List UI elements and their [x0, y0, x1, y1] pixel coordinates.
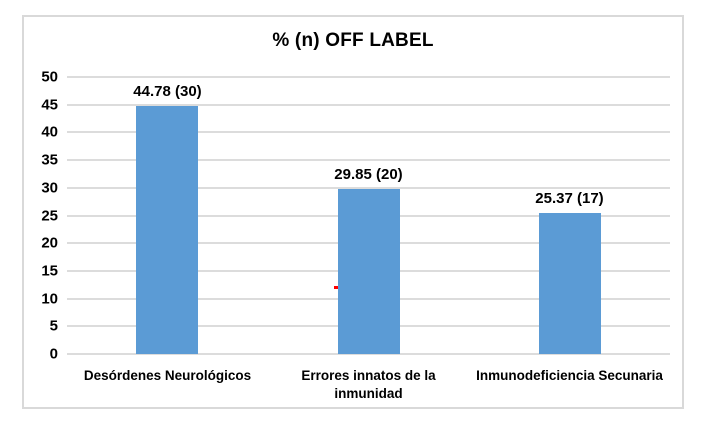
stray-red-mark	[334, 286, 339, 290]
y-tick-label: 0	[49, 345, 58, 363]
gridline	[67, 353, 670, 355]
x-category-label: Errores innatos de la inmunidad	[301, 368, 436, 402]
y-tick-label: 40	[41, 123, 58, 141]
bar-1	[136, 105, 199, 354]
y-tick-label: 45	[41, 96, 58, 114]
bar-2	[337, 188, 400, 354]
gridline	[67, 159, 670, 162]
x-axis: Desórdenes Neurológicos Errores innatos d…	[67, 367, 670, 403]
y-tick-label: 5	[49, 317, 58, 335]
bar-value-label: 29.85 (20)	[334, 165, 403, 183]
y-tick-label: 15	[41, 262, 58, 280]
chart-title: % (n) OFF LABEL	[272, 30, 434, 51]
y-tick-label: 30	[41, 179, 58, 197]
bar-3	[538, 213, 601, 354]
y-tick-label: 20	[41, 234, 58, 252]
gridline	[67, 76, 670, 78]
y-tick-label: 25	[41, 207, 58, 224]
gridline	[67, 131, 670, 134]
y-tick-label: 50	[41, 68, 58, 86]
x-category-label: Desórdenes Neurológicos	[83, 368, 252, 383]
y-tick-label: 35	[41, 151, 58, 169]
y-tick-label: 10	[41, 290, 58, 308]
bar-value-label: 44.78 (30)	[133, 82, 202, 100]
x-category-label: Inmunodeficiencia Secunaria	[476, 368, 663, 383]
gridline	[67, 103, 670, 106]
gridline	[67, 186, 670, 189]
bar-value-label: 25.37 (17)	[535, 190, 604, 208]
y-axis: 0 5 10 15 20 25 30 35 40 45 50	[24, 70, 62, 362]
chart-frame: % (n) OFF LABEL 0 5 10 15 20 25 30 35 40 45 50 44.…	[22, 15, 684, 409]
plot-area: 44.78 (30) 29.85 (20) 25.37 (17)	[67, 76, 670, 355]
